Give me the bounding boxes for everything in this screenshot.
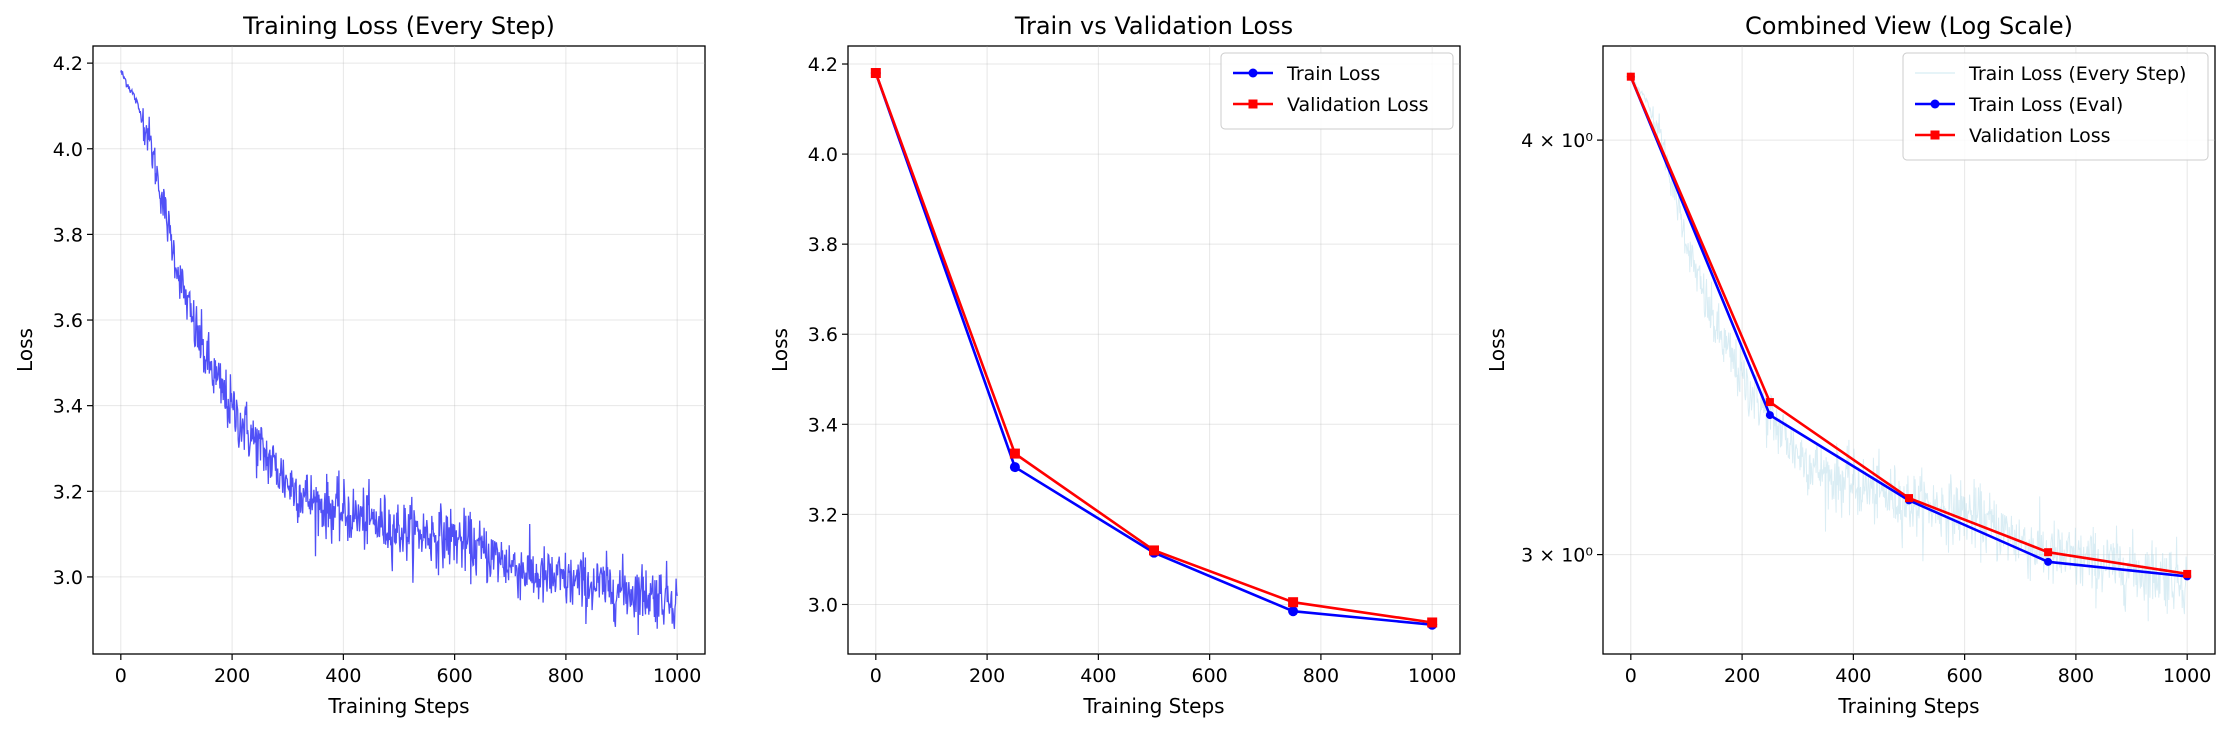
data-point: [1009, 462, 1020, 473]
x-tick-label: 600: [1947, 665, 1983, 687]
chart-title: Combined View (Log Scale): [1745, 12, 2073, 40]
y-tick-label: 3.2: [808, 504, 838, 526]
x-tick-label: 0: [870, 665, 882, 687]
x-tick-label: 600: [437, 665, 473, 687]
series-line: [874, 72, 1433, 624]
legend-marker: [1248, 99, 1258, 109]
ticks: 0 200 400 600 800 1000 3.0 3.2 3.4 3.6 3.8 4.0 4.2: [808, 54, 1457, 687]
legend-label: Train Loss: [1286, 63, 1380, 85]
data-point: [2044, 548, 2053, 557]
x-tick-label: 1000: [2163, 665, 2211, 687]
series-marks: [870, 68, 1438, 630]
data-point: [1765, 398, 1774, 407]
data-point: [1427, 617, 1438, 628]
y-tick-label: 3.6: [808, 324, 838, 346]
legend: Train Loss Validation Loss: [1220, 52, 1454, 130]
series-marks: [1626, 72, 2192, 622]
y-tick-label: 4 × 10⁰: [1521, 130, 1593, 152]
x-axis-label: Training Steps: [327, 694, 469, 718]
legend-marker: [1930, 130, 1940, 140]
y-axis-label: Loss: [768, 328, 792, 372]
y-tick-label: 3.4: [53, 396, 83, 418]
y-tick-label: 3.2: [53, 481, 83, 503]
x-tick-label: 0: [1625, 665, 1637, 687]
x-tick-label: 200: [214, 665, 250, 687]
plot-frame: [847, 45, 1461, 655]
data-point: [1288, 597, 1299, 608]
y-tick-label: 3.8: [808, 234, 838, 256]
x-tick-label: 400: [325, 665, 361, 687]
x-tick-label: 200: [1724, 665, 1760, 687]
data-point: [2044, 557, 2053, 566]
legend-box: [1902, 52, 2209, 161]
y-tick-label: 3.4: [808, 414, 838, 436]
x-tick-label: 800: [1303, 665, 1339, 687]
y-tick-label: 4.2: [808, 54, 838, 76]
data-point: [1765, 411, 1774, 420]
panel-train-vs-validation: Train vs Validation Loss Training Steps …: [768, 12, 1461, 718]
legend-label: Train Loss (Every Step): [1968, 63, 2186, 85]
data-point: [1009, 448, 1020, 459]
data-point: [1149, 545, 1159, 556]
y-tick-label: 3.0: [53, 567, 83, 589]
series-marks: [120, 70, 678, 636]
x-tick-label: 1000: [653, 665, 701, 687]
y-tick-label: 3.6: [53, 310, 83, 332]
y-tick-label: 3.8: [53, 224, 83, 246]
legend-label: Validation Loss: [1287, 94, 1429, 116]
y-tick-label: 4.2: [53, 53, 83, 75]
data-point: [870, 68, 881, 79]
x-tick-label: 600: [1192, 665, 1228, 687]
y-tick-label: 4.0: [808, 144, 838, 166]
grid: [848, 46, 1460, 654]
panel-combined-log: Combined View (Log Scale) Training Steps…: [1485, 12, 2216, 718]
y-tick-label: 4.0: [53, 139, 83, 161]
legend-label: Train Loss (Eval): [1968, 94, 2123, 116]
data-point: [1288, 606, 1299, 617]
data-point: [1905, 494, 1913, 503]
plot-frame: [92, 45, 706, 655]
plot-frame: [1602, 45, 2216, 655]
chart-title: Train vs Validation Loss: [1014, 12, 1293, 40]
panel-training-loss: Training Loss (Every Step) Training Step…: [13, 12, 706, 718]
x-tick-label: 800: [548, 665, 584, 687]
every-step-loss-line: [120, 70, 678, 636]
data-point: [2183, 569, 2192, 578]
legend: Train Loss (Every Step) Train Loss (Eval)…: [1902, 52, 2209, 161]
y-tick-label: 3.0: [808, 594, 838, 616]
x-tick-label: 1000: [1408, 665, 1456, 687]
series-line: [874, 72, 1433, 626]
x-axis-label: Training Steps: [1082, 694, 1224, 718]
y-axis-label: Loss: [1485, 328, 1509, 372]
x-tick-label: 200: [969, 665, 1005, 687]
y-axis-label: Loss: [13, 328, 37, 372]
x-axis-label: Training Steps: [1837, 694, 1979, 718]
x-tick-label: 800: [2058, 665, 2094, 687]
legend-marker: [1248, 68, 1258, 78]
legend-box: [1220, 52, 1454, 130]
x-tick-label: 0: [115, 665, 127, 687]
x-tick-label: 400: [1080, 665, 1116, 687]
y-tick-label: 3 × 10⁰: [1521, 545, 1593, 567]
legend-label: Validation Loss: [1969, 125, 2111, 147]
data-point: [1626, 72, 1635, 81]
ticks: 0 200 400 600 800 1000 3.0 3.2 3.4 3.6 3.8 4.0 4.2: [53, 53, 702, 687]
x-tick-label: 400: [1835, 665, 1871, 687]
legend-marker: [1930, 99, 1940, 109]
ticks: 0 200 400 600 800 1000 3 × 10⁰ 4 × 10⁰: [1521, 130, 2211, 687]
grid: [93, 46, 705, 654]
chart-title: Training Loss (Every Step): [242, 12, 555, 40]
